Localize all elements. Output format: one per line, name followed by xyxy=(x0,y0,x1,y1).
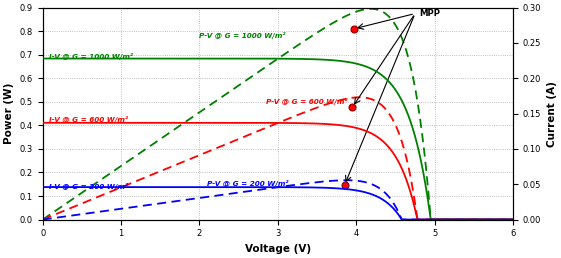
Text: P-V @ G = 600 W/m²: P-V @ G = 600 W/m² xyxy=(266,98,348,105)
X-axis label: Voltage (V): Voltage (V) xyxy=(245,244,311,254)
Text: P-V @ G = 1000 W/m²: P-V @ G = 1000 W/m² xyxy=(200,33,286,39)
Text: P-V @ G = 200 W/m²: P-V @ G = 200 W/m² xyxy=(208,180,289,187)
Y-axis label: Current (A): Current (A) xyxy=(547,81,557,147)
Text: MPP: MPP xyxy=(419,9,440,18)
Text: I-V @ G = 200 W/m²: I-V @ G = 200 W/m² xyxy=(49,183,128,190)
Text: I-V @ G = 1000 W/m²: I-V @ G = 1000 W/m² xyxy=(49,53,133,60)
Text: I-V @ G = 600 W/m²: I-V @ G = 600 W/m² xyxy=(49,116,128,124)
Y-axis label: Power (W): Power (W) xyxy=(4,83,14,144)
